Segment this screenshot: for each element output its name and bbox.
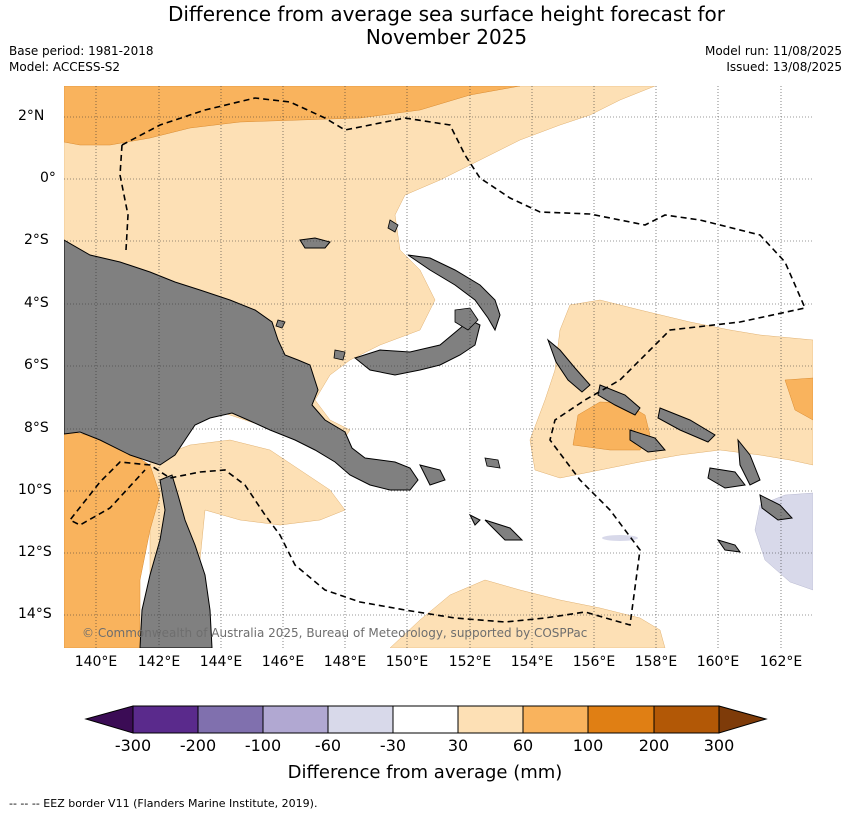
colorbar-extend-high <box>718 705 768 734</box>
manus-island-land <box>299 237 331 249</box>
anomaly-region-east-strong <box>784 377 813 421</box>
colorbar <box>84 705 768 734</box>
colorbar-tick-7: 60 <box>512 736 534 755</box>
lat-label-14s: 14°S <box>18 606 52 622</box>
model-run: Model run: 11/08/2025 <box>704 44 842 58</box>
solomon-islands-land <box>597 384 794 553</box>
meta-left: Base period: 1981-2018 Model: ACCESS-S2 <box>9 43 154 75</box>
issued-date: Issued: 13/08/2025 <box>726 60 842 74</box>
lat-label-0: 0° <box>40 170 56 186</box>
anomaly-patch-negative <box>602 535 638 541</box>
lat-label-12s: 12°S <box>18 544 52 560</box>
lat-label-8s: 8°S <box>24 420 49 436</box>
new-britain-land <box>353 319 481 376</box>
chart-title: Difference from average sea surface heig… <box>0 3 850 49</box>
base-period: Base period: 1981-2018 <box>9 44 154 58</box>
lat-label-6s: 6°S <box>24 357 49 373</box>
new-guinea-land <box>64 239 419 491</box>
colorbar-label: Difference from average (mm) <box>287 762 563 783</box>
louisiade-islands-land <box>419 464 524 541</box>
colorbar-bin-9 <box>653 705 720 734</box>
lon-label-144e: 144°E <box>199 654 243 670</box>
colorbar-bin-3 <box>262 705 329 734</box>
colorbar-bin-4 <box>327 705 394 734</box>
lon-label-154e: 154°E <box>510 654 554 670</box>
eez-border <box>68 97 807 627</box>
lon-label-156e: 156°E <box>572 654 616 670</box>
colorbar-bin-8 <box>587 705 655 734</box>
eez-border-west <box>119 144 129 251</box>
colorbar-tick-5: -30 <box>379 736 407 755</box>
colorbar-tick-1: -300 <box>114 736 152 755</box>
anomaly-region-negative <box>754 492 813 591</box>
title-line-1: Difference from average sea surface heig… <box>167 2 726 26</box>
colorbar-bin-2 <box>197 705 264 734</box>
lon-label-158e: 158°E <box>634 654 678 670</box>
eez-legend-footer: -- -- -- EEZ border V11 (Flanders Marine… <box>9 797 318 810</box>
lon-label-146e: 146°E <box>261 654 305 670</box>
model-name: Model: ACCESS-S2 <box>9 60 121 74</box>
colorbar-bin-6 <box>457 705 524 734</box>
lon-label-150e: 150°E <box>385 654 429 670</box>
lat-label-2s: 2°S <box>24 232 49 248</box>
colorbar-tick-8: 100 <box>572 736 604 755</box>
map-content <box>64 86 813 648</box>
lon-label-162e: 162°E <box>759 654 803 670</box>
colorbar-extend-low <box>84 705 134 734</box>
meta-right: Model run: 11/08/2025 Issued: 13/08/2025 <box>705 43 842 75</box>
copyright-notice: © Commonwealth of Australia 2025, Bureau… <box>82 626 588 640</box>
colorbar-tick-2: -200 <box>179 736 217 755</box>
colorbar-tick-4: -60 <box>314 736 342 755</box>
lon-label-140e: 140°E <box>74 654 118 670</box>
lat-label-10s: 10°S <box>18 482 52 498</box>
small-islands-land <box>275 219 501 469</box>
graticule <box>64 86 813 648</box>
colorbar-bin-1 <box>132 705 199 734</box>
colorbar-bin-7 <box>522 705 589 734</box>
lon-label-142e: 142°E <box>137 654 181 670</box>
colorbar-tick-6: 30 <box>447 736 469 755</box>
lon-label-148e: 148°E <box>323 654 367 670</box>
lon-label-152e: 152°E <box>448 654 492 670</box>
colorbar-tick-3: -100 <box>244 736 282 755</box>
lat-label-4s: 4°S <box>24 295 49 311</box>
lat-label-2n: 2°N <box>18 108 45 124</box>
cape-york-land <box>139 474 213 648</box>
title-line-2: November 2025 <box>365 25 528 49</box>
lon-label-160e: 160°E <box>696 654 740 670</box>
colorbar-tick-10: 300 <box>703 736 735 755</box>
new-ireland-land <box>407 254 501 332</box>
colorbar-bin-5 <box>392 705 459 734</box>
colorbar-tick-9: 200 <box>638 736 670 755</box>
anomaly-region-southeast <box>389 579 666 648</box>
